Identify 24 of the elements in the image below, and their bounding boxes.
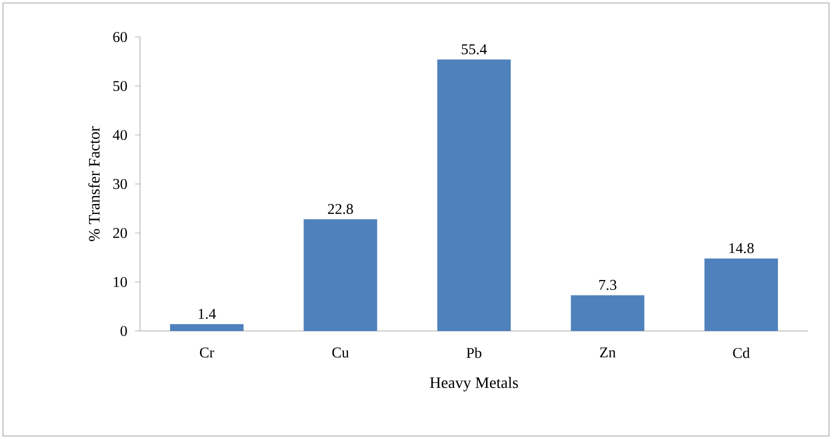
bar (304, 219, 378, 331)
bar (437, 60, 511, 331)
y-tick-label: 20 (113, 228, 127, 238)
y-tick-label: 50 (113, 80, 127, 92)
data-label: 1.4 (198, 308, 216, 319)
x-tick-label: Pb (466, 348, 482, 358)
data-label: 55.4 (462, 44, 487, 54)
y-tick-label: 60 (113, 32, 127, 42)
x-tick-label: Cu (332, 348, 349, 358)
y-axis-title: % Transfer Factor (88, 126, 100, 242)
data-label: 14.8 (729, 243, 754, 254)
y-tick-label: 40 (112, 130, 127, 140)
data-label: 22.8 (328, 204, 353, 214)
bar (704, 258, 778, 331)
x-tick-label: Cd (733, 348, 750, 358)
y-tick-label: 10 (114, 276, 127, 288)
y-tick-label: 30 (113, 178, 127, 190)
bar (170, 324, 244, 331)
bar (570, 295, 644, 331)
data-label: 7.3 (599, 280, 616, 290)
x-tick-label: Zn (600, 348, 616, 358)
x-axis-title: Heavy Metals (430, 376, 518, 392)
y-tick-label: 0 (120, 326, 127, 336)
x-tick-label: Cr (200, 348, 214, 358)
